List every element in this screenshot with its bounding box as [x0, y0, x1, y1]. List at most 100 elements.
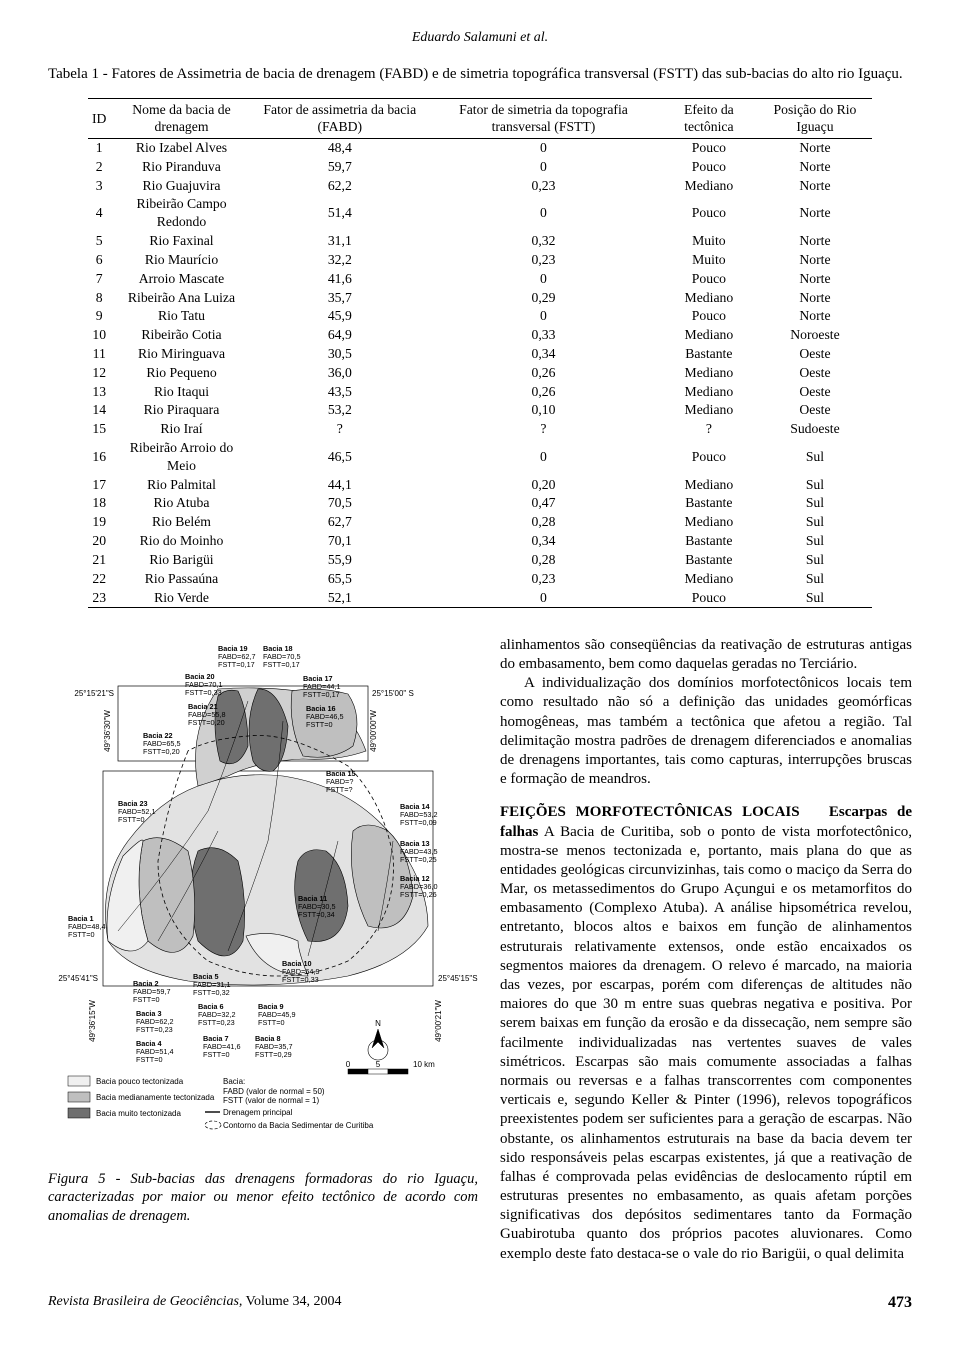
table-row: 15Rio Iraí???Sudoeste	[88, 420, 872, 439]
basin-label: Bacia 1FABD=48,4FSTT=0	[68, 914, 106, 939]
cell-fabd: 43,5	[253, 382, 428, 401]
cell-tect: Mediano	[660, 382, 758, 401]
cell-fstt: ?	[427, 420, 660, 439]
cell-fstt: 0,23	[427, 569, 660, 588]
cell-name: Rio Izabel Alves	[110, 138, 252, 157]
cell-tect: Bastante	[660, 532, 758, 551]
para-2: A individualização dos domínios morfotec…	[500, 674, 912, 789]
cell-fstt: 0,28	[427, 550, 660, 569]
cell-fabd: 45,9	[253, 307, 428, 326]
svg-text:0: 0	[346, 1060, 351, 1069]
col-tect: Efeito da tectônica	[660, 99, 758, 138]
basin-label: Bacia 2FABD=59,7FSTT=0	[133, 979, 171, 1004]
cell-fstt: 0,20	[427, 475, 660, 494]
cell-fabd: 62,7	[253, 513, 428, 532]
cell-fabd: ?	[253, 420, 428, 439]
cell-name: Rio Miringuava	[110, 344, 252, 363]
figure5-column: 25°15'21"S 49°36'30"W 25°15'00" S 49°00'…	[48, 636, 478, 1264]
cell-tect: Pouco	[660, 588, 758, 607]
table-row: 14Rio Piraquara53,20,10MedianoOeste	[88, 401, 872, 420]
cell-name: Rio do Moinho	[110, 532, 252, 551]
cell-pos: Oeste	[758, 401, 872, 420]
cell-pos: Norte	[758, 195, 872, 232]
basin-label: Bacia 4FABD=51,4FSTT=0	[136, 1039, 174, 1064]
cell-tect: Bastante	[660, 550, 758, 569]
cell-id: 22	[88, 569, 110, 588]
basin-label: Bacia 18FABD=70,5FSTT=0,17	[263, 644, 301, 669]
cell-fstt: 0,28	[427, 513, 660, 532]
cell-pos: Oeste	[758, 363, 872, 382]
cell-fstt: 0,47	[427, 494, 660, 513]
cell-id: 18	[88, 494, 110, 513]
cell-tect: Pouco	[660, 307, 758, 326]
cell-fabd: 30,5	[253, 344, 428, 363]
cell-fabd: 64,9	[253, 326, 428, 345]
legend-label: Bacia pouco tectonizada	[96, 1077, 184, 1086]
cell-pos: Oeste	[758, 344, 872, 363]
table1: ID Nome da bacia de drenagem Fator de as…	[88, 98, 872, 608]
cell-fstt: 0,32	[427, 232, 660, 251]
coord-bl-lat: 25°45'41"S	[58, 974, 98, 983]
legend-title: Bacia:	[223, 1077, 245, 1086]
cell-id: 16	[88, 439, 110, 476]
basin-label: Bacia 15FABD=?FSTT=?	[326, 769, 356, 794]
cell-id: 17	[88, 475, 110, 494]
footer-page: 473	[888, 1294, 912, 1312]
cell-fabd: 36,0	[253, 363, 428, 382]
cell-name: Rio Atuba	[110, 494, 252, 513]
figure5-caption: Figura 5 - Sub-bacias das drenagens form…	[48, 1170, 478, 1226]
coord-tl-lon: 49°36'30"W	[103, 709, 112, 751]
table-row: 1Rio Izabel Alves48,40PoucoNorte	[88, 138, 872, 157]
legend-note2: FSTT (valor de normal = 1)	[223, 1096, 319, 1105]
cell-fstt: 0,33	[427, 326, 660, 345]
figure5: 25°15'21"S 49°36'30"W 25°15'00" S 49°00'…	[48, 636, 478, 1156]
cell-name: Ribeirão Campo Redondo	[110, 195, 252, 232]
cell-name: Rio Belém	[110, 513, 252, 532]
cell-pos: Sul	[758, 494, 872, 513]
basin-label: Bacia 17FABD=44,1FSTT=0,17	[303, 674, 341, 699]
cell-fstt: 0	[427, 195, 660, 232]
table-row: 7Arroio Mascate41,60PoucoNorte	[88, 269, 872, 288]
cell-pos: Norte	[758, 269, 872, 288]
header-author: Eduardo Salamuni et al.	[48, 30, 912, 46]
table-row: 13Rio Itaqui43,50,26MedianoOeste	[88, 382, 872, 401]
scale-bar: 0 5 10 km	[346, 1060, 435, 1074]
table-row: 20Rio do Moinho70,10,34BastanteSul	[88, 532, 872, 551]
table-row: 3Rio Guajuvira62,20,23MedianoNorte	[88, 176, 872, 195]
coord-tr-lat: 25°15'00" S	[372, 689, 414, 698]
basin-label: Bacia 13FABD=43,5FSTT=0,25	[400, 839, 438, 864]
basin-label: Bacia 6FABD=32,2FSTT=0,23	[198, 1002, 236, 1027]
cell-name: Rio Iraí	[110, 420, 252, 439]
cell-name: Rio Piraquara	[110, 401, 252, 420]
cell-fstt: 0,34	[427, 532, 660, 551]
cell-tect: Pouco	[660, 157, 758, 176]
cell-pos: Norte	[758, 138, 872, 157]
cell-name: Rio Verde	[110, 588, 252, 607]
cell-fstt: 0	[427, 588, 660, 607]
legend-label: Bacia muito tectonizada	[96, 1109, 181, 1118]
cell-tect: Mediano	[660, 475, 758, 494]
cell-fstt: 0,23	[427, 250, 660, 269]
legend-swatch	[68, 1108, 90, 1118]
cell-tect: Bastante	[660, 344, 758, 363]
cell-id: 10	[88, 326, 110, 345]
para-1: alinhamentos são conseqüências da reativ…	[500, 636, 912, 674]
cell-fabd: 31,1	[253, 232, 428, 251]
cell-pos: Sul	[758, 513, 872, 532]
cell-pos: Sul	[758, 588, 872, 607]
cell-fstt: 0	[427, 307, 660, 326]
col-fabd: Fator de assimetria da bacia (FABD)	[253, 99, 428, 138]
cell-name: Rio Tatu	[110, 307, 252, 326]
cell-id: 7	[88, 269, 110, 288]
basin-label: Bacia 3FABD=62,2FSTT=0,23	[136, 1009, 174, 1034]
table-row: 10Ribeirão Cotia64,90,33MedianoNoroeste	[88, 326, 872, 345]
cell-name: Rio Itaqui	[110, 382, 252, 401]
cell-fabd: 59,7	[253, 157, 428, 176]
cell-id: 3	[88, 176, 110, 195]
cell-id: 2	[88, 157, 110, 176]
cell-tect: Mediano	[660, 288, 758, 307]
table-row: 18Rio Atuba70,50,47BastanteSul	[88, 494, 872, 513]
cell-fabd: 51,4	[253, 195, 428, 232]
section-heading: FEIÇÕES MORFOTECTÔNICAS LOCAIS	[500, 804, 800, 820]
coord-br-lat: 25°45'15"S	[438, 974, 478, 983]
